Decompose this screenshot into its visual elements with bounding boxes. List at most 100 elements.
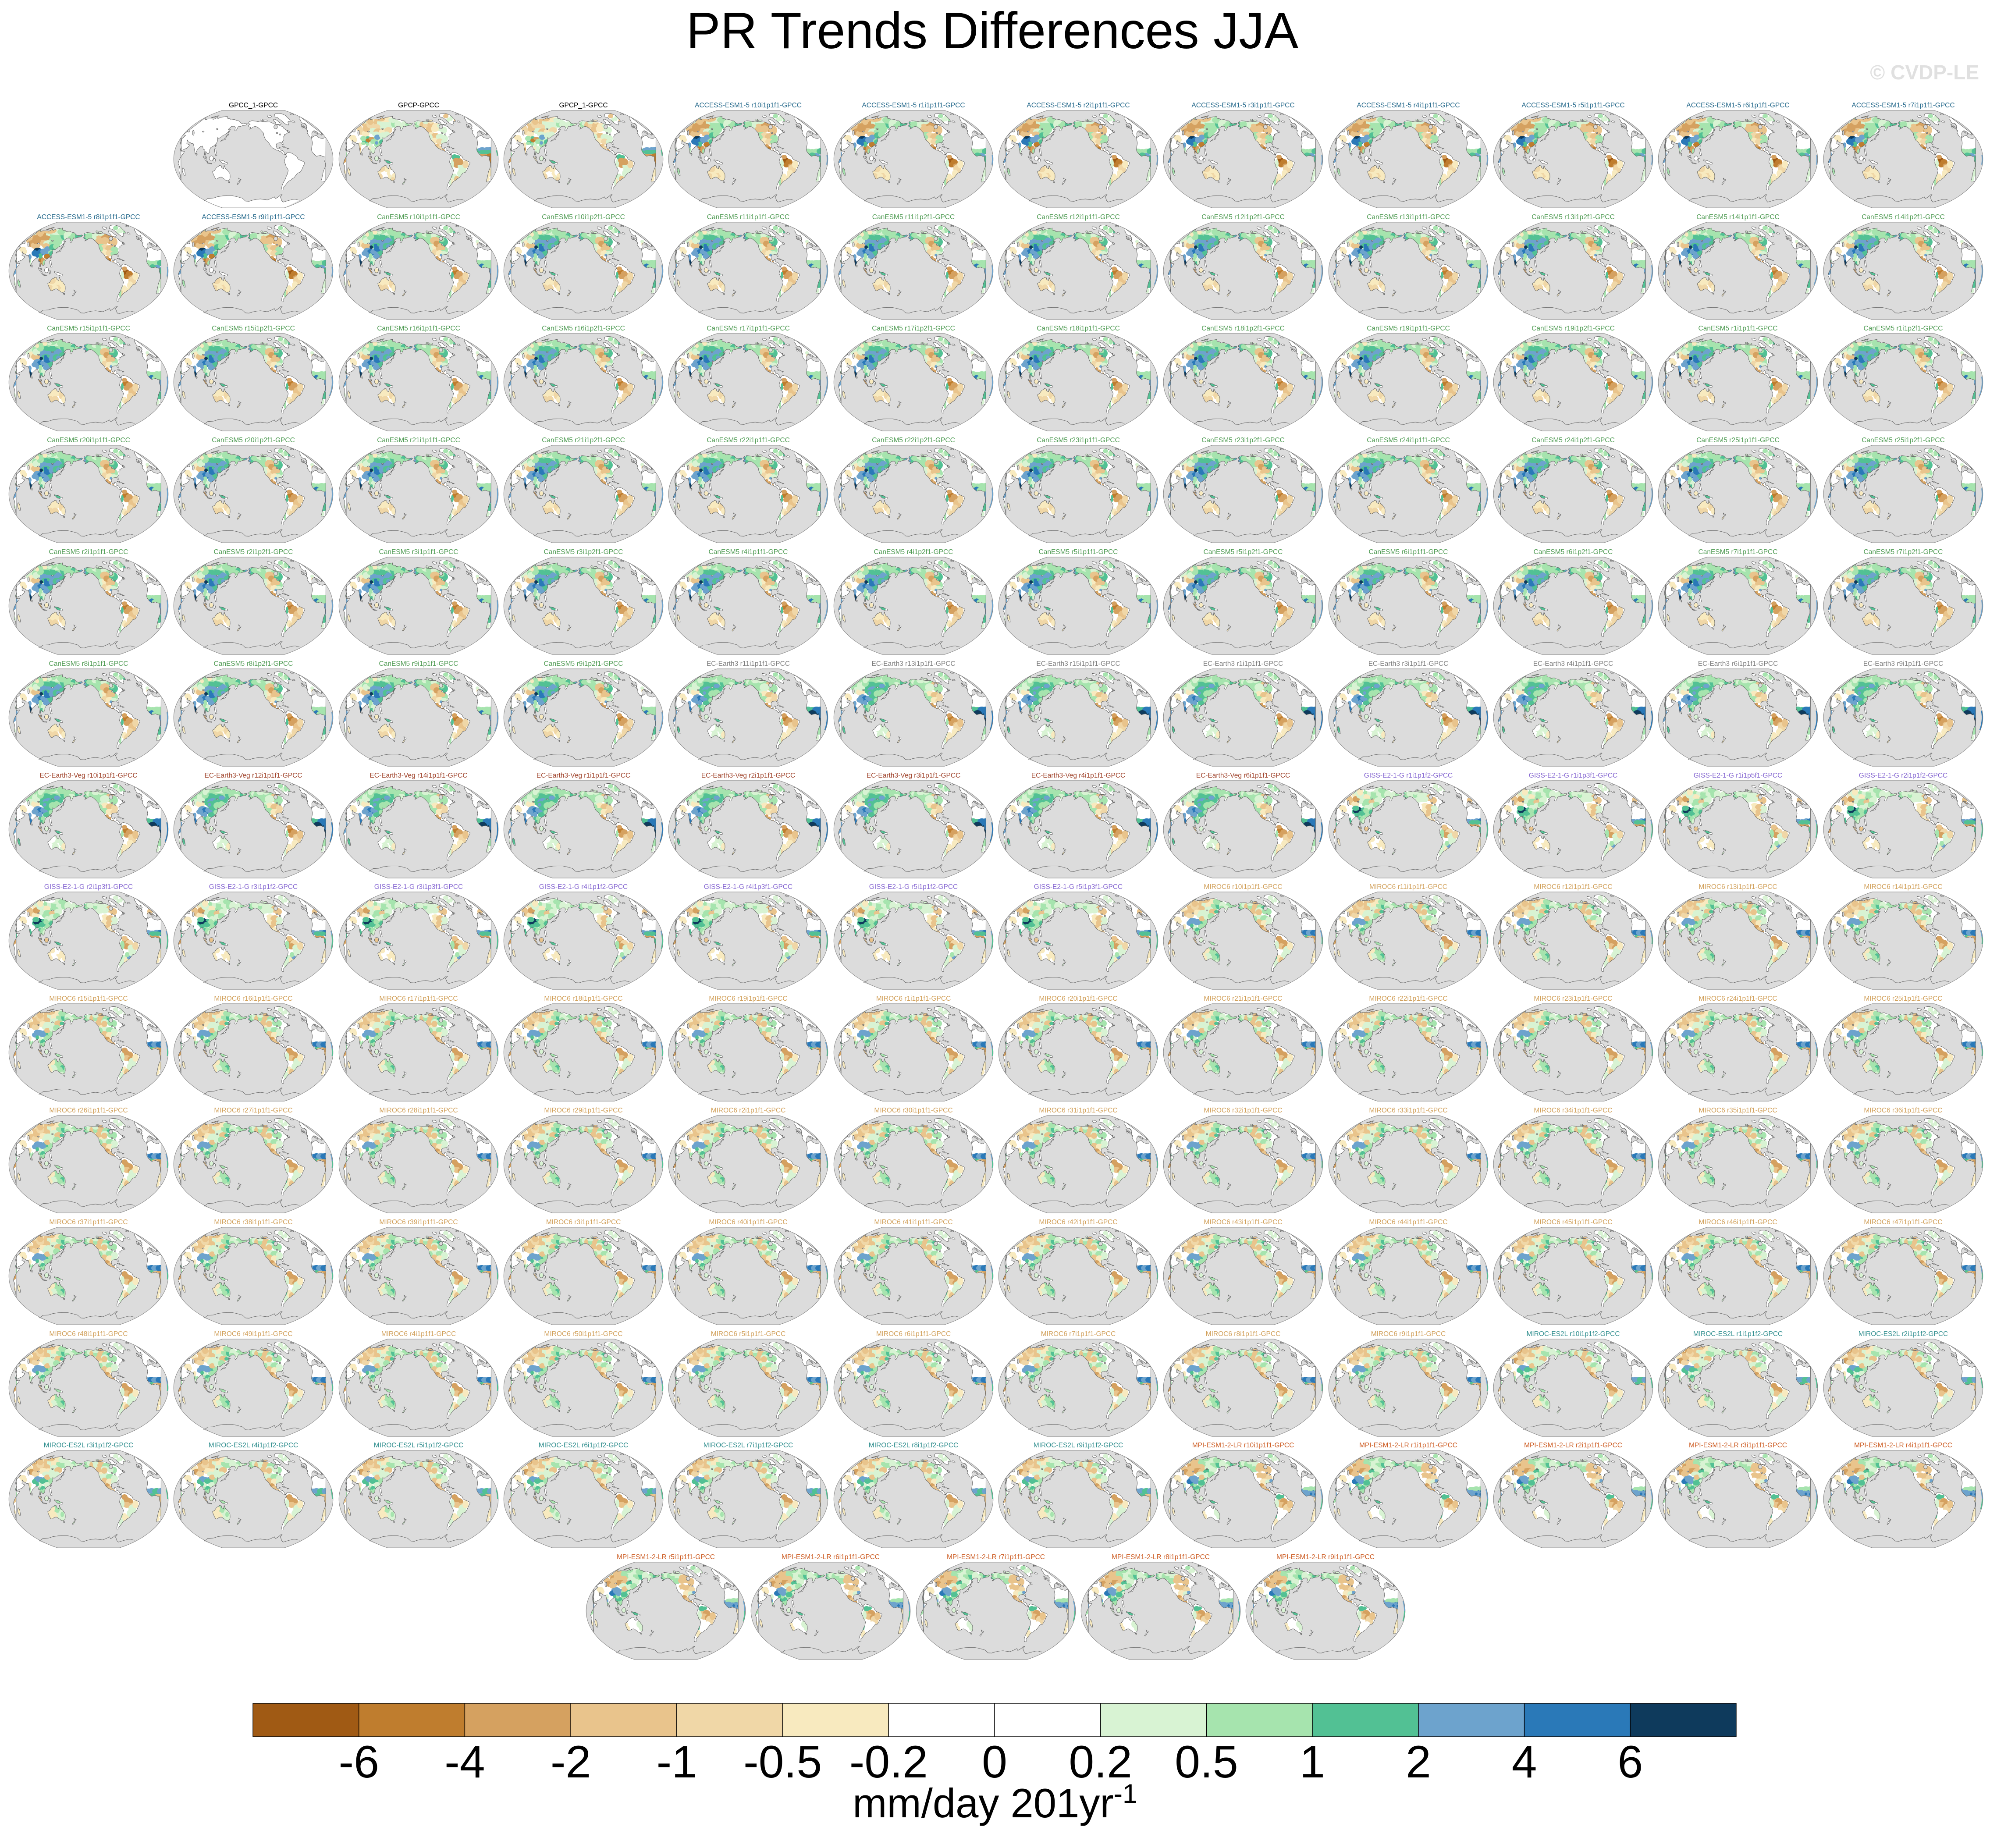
svg-text:MPI-ESM1-2-LR r10i1p1f1-GPCC: MPI-ESM1-2-LR r10i1p1f1-GPCC (1192, 1442, 1294, 1449)
svg-text:MIROC-ES2L r4i1p1f2-GPCC: MIROC-ES2L r4i1p1f2-GPCC (209, 1442, 298, 1449)
svg-text:MIROC-ES2L r9i1p1f2-GPCC: MIROC-ES2L r9i1p1f2-GPCC (1034, 1442, 1123, 1449)
svg-text:CanESM5 r22i1p2f1-GPCC: CanESM5 r22i1p2f1-GPCC (872, 437, 955, 444)
svg-text:CanESM5 r7i1p1f1-GPCC: CanESM5 r7i1p1f1-GPCC (1699, 548, 1778, 556)
svg-text:GISS-E2-1-G r5i1p1f2-GPCC: GISS-E2-1-G r5i1p1f2-GPCC (869, 883, 958, 891)
svg-text:MIROC6 r31i1p1f1-GPCC: MIROC6 r31i1p1f1-GPCC (1039, 1107, 1117, 1114)
svg-text:EC-Earth3 r15i1p1f1-GPCC: EC-Earth3 r15i1p1f1-GPCC (1036, 660, 1120, 668)
svg-text:CanESM5 r23i1p2f1-GPCC: CanESM5 r23i1p2f1-GPCC (1201, 437, 1285, 444)
svg-text:CanESM5 r21i1p2f1-GPCC: CanESM5 r21i1p2f1-GPCC (542, 437, 625, 444)
svg-text:MIROC6 r35i1p1f1-GPCC: MIROC6 r35i1p1f1-GPCC (1699, 1107, 1777, 1114)
svg-text:MPI-ESM1-2-LR r8i1p1f1-GPCC: MPI-ESM1-2-LR r8i1p1f1-GPCC (1112, 1553, 1210, 1561)
svg-text:CanESM5 r25i1p1f1-GPCC: CanESM5 r25i1p1f1-GPCC (1696, 437, 1780, 444)
svg-text:MPI-ESM1-2-LR r1i1p1f1-GPCC: MPI-ESM1-2-LR r1i1p1f1-GPCC (1359, 1442, 1457, 1449)
svg-text:CanESM5 r11i1p2f1-GPCC: CanESM5 r11i1p2f1-GPCC (872, 213, 955, 221)
svg-text:GISS-E2-1-G r2i1p3f1-GPCC: GISS-E2-1-G r2i1p3f1-GPCC (44, 883, 133, 891)
svg-text:CanESM5 r19i1p1f1-GPCC: CanESM5 r19i1p1f1-GPCC (1367, 325, 1450, 332)
svg-text:CanESM5 r16i1p2f1-GPCC: CanESM5 r16i1p2f1-GPCC (542, 325, 625, 332)
svg-text:MIROC6 r20i1p1f1-GPCC: MIROC6 r20i1p1f1-GPCC (1039, 995, 1117, 1002)
svg-text:MIROC6 r14i1p1f1-GPCC: MIROC6 r14i1p1f1-GPCC (1864, 883, 1942, 891)
svg-text:CanESM5 r13i1p1f1-GPCC: CanESM5 r13i1p1f1-GPCC (1367, 213, 1450, 221)
svg-text:MIROC6 r33i1p1f1-GPCC: MIROC6 r33i1p1f1-GPCC (1369, 1107, 1447, 1114)
svg-text:CanESM5 r2i1p1f1-GPCC: CanESM5 r2i1p1f1-GPCC (49, 548, 128, 556)
svg-text:MIROC-ES2L r5i1p1f2-GPCC: MIROC-ES2L r5i1p1f2-GPCC (374, 1442, 463, 1449)
svg-text:MIROC6 r25i1p1f1-GPCC: MIROC6 r25i1p1f1-GPCC (1864, 995, 1942, 1002)
svg-text:CanESM5 r10i1p1f1-GPCC: CanESM5 r10i1p1f1-GPCC (377, 213, 460, 221)
svg-text:ACCESS-ESM1-5 r7i1p1f1-GPCC: ACCESS-ESM1-5 r7i1p1f1-GPCC (1851, 102, 1954, 109)
svg-text:MIROC6 r30i1p1f1-GPCC: MIROC6 r30i1p1f1-GPCC (874, 1107, 952, 1114)
svg-text:ACCESS-ESM1-5 r1i1p1f1-GPCC: ACCESS-ESM1-5 r1i1p1f1-GPCC (862, 102, 965, 109)
svg-text:MIROC6 r3i1p1f1-GPCC: MIROC6 r3i1p1f1-GPCC (546, 1219, 621, 1226)
svg-text:EC-Earth3-Veg r2i1p1f1-GPCC: EC-Earth3-Veg r2i1p1f1-GPCC (701, 772, 796, 779)
svg-text:EC-Earth3-Veg r6i1p1f1-GPCC: EC-Earth3-Veg r6i1p1f1-GPCC (1196, 772, 1290, 779)
svg-text:MIROC-ES2L r8i1p1f2-GPCC: MIROC-ES2L r8i1p1f2-GPCC (869, 1442, 958, 1449)
svg-text:EC-Earth3 r6i1p1f1-GPCC: EC-Earth3 r6i1p1f1-GPCC (1698, 660, 1778, 668)
svg-text:MIROC6 r42i1p1f1-GPCC: MIROC6 r42i1p1f1-GPCC (1039, 1219, 1117, 1226)
svg-text:CanESM5 r15i1p1f1-GPCC: CanESM5 r15i1p1f1-GPCC (47, 325, 130, 332)
svg-text:MIROC6 r1i1p1f1-GPCC: MIROC6 r1i1p1f1-GPCC (876, 995, 951, 1002)
svg-text:CanESM5 r12i1p1f1-GPCC: CanESM5 r12i1p1f1-GPCC (1037, 213, 1120, 221)
svg-text:GISS-E2-1-G r5i1p3f1-GPCC: GISS-E2-1-G r5i1p3f1-GPCC (1034, 883, 1123, 891)
svg-text:ACCESS-ESM1-5 r2i1p1f1-GPCC: ACCESS-ESM1-5 r2i1p1f1-GPCC (1027, 102, 1130, 109)
svg-text:MIROC6 r24i1p1f1-GPCC: MIROC6 r24i1p1f1-GPCC (1699, 995, 1777, 1002)
svg-text:0: 0 (982, 1737, 1007, 1788)
svg-text:MIROC6 r9i1p1f1-GPCC: MIROC6 r9i1p1f1-GPCC (1371, 1330, 1446, 1338)
svg-text:EC-Earth3-Veg r4i1p1f1-GPCC: EC-Earth3-Veg r4i1p1f1-GPCC (1031, 772, 1126, 779)
svg-text:MIROC6 r26i1p1f1-GPCC: MIROC6 r26i1p1f1-GPCC (49, 1107, 128, 1114)
svg-text:MIROC-ES2L r3i1p1f2-GPCC: MIROC-ES2L r3i1p1f2-GPCC (44, 1442, 133, 1449)
svg-text:GISS-E2-1-G r4i1p3f1-GPCC: GISS-E2-1-G r4i1p3f1-GPCC (704, 883, 792, 891)
svg-text:CanESM5 r3i1p1f1-GPCC: CanESM5 r3i1p1f1-GPCC (379, 548, 458, 556)
svg-text:-6: -6 (338, 1737, 379, 1788)
svg-text:MIROC6 r18i1p1f1-GPCC: MIROC6 r18i1p1f1-GPCC (544, 995, 622, 1002)
svg-text:CanESM5 r9i1p1f1-GPCC: CanESM5 r9i1p1f1-GPCC (379, 660, 458, 668)
svg-text:CanESM5 r20i1p2f1-GPCC: CanESM5 r20i1p2f1-GPCC (212, 437, 295, 444)
svg-text:MIROC-ES2L r1i1p1f2-GPCC: MIROC-ES2L r1i1p1f2-GPCC (1693, 1330, 1783, 1338)
svg-text:MIROC6 r50i1p1f1-GPCC: MIROC6 r50i1p1f1-GPCC (544, 1330, 622, 1338)
svg-text:CanESM5 r14i1p1f1-GPCC: CanESM5 r14i1p1f1-GPCC (1696, 213, 1780, 221)
svg-text:CanESM5 r2i1p2f1-GPCC: CanESM5 r2i1p2f1-GPCC (214, 548, 293, 556)
svg-text:ACCESS-ESM1-5 r4i1p1f1-GPCC: ACCESS-ESM1-5 r4i1p1f1-GPCC (1357, 102, 1460, 109)
svg-text:ACCESS-ESM1-5 r9i1p1f1-GPCC: ACCESS-ESM1-5 r9i1p1f1-GPCC (202, 213, 305, 221)
svg-text:MIROC6 r6i1p1f1-GPCC: MIROC6 r6i1p1f1-GPCC (876, 1330, 951, 1338)
svg-text:PR Trends Differences JJA: PR Trends Differences JJA (686, 2, 1299, 59)
svg-text:MIROC6 r43i1p1f1-GPCC: MIROC6 r43i1p1f1-GPCC (1204, 1219, 1282, 1226)
svg-text:MIROC6 r16i1p1f1-GPCC: MIROC6 r16i1p1f1-GPCC (214, 995, 292, 1002)
svg-text:MIROC6 r21i1p1f1-GPCC: MIROC6 r21i1p1f1-GPCC (1204, 995, 1282, 1002)
svg-text:EC-Earth3 r4i1p1f1-GPCC: EC-Earth3 r4i1p1f1-GPCC (1533, 660, 1613, 668)
svg-text:CanESM5 r18i1p1f1-GPCC: CanESM5 r18i1p1f1-GPCC (1037, 325, 1120, 332)
svg-text:EC-Earth3-Veg r12i1p1f1-GPCC: EC-Earth3-Veg r12i1p1f1-GPCC (204, 772, 302, 779)
svg-text:MPI-ESM1-2-LR r9i1p1f1-GPCC: MPI-ESM1-2-LR r9i1p1f1-GPCC (1276, 1553, 1375, 1561)
svg-text:CanESM5 r8i1p2f1-GPCC: CanESM5 r8i1p2f1-GPCC (214, 660, 293, 668)
svg-text:-0.5: -0.5 (743, 1737, 822, 1788)
svg-text:CanESM5 r4i1p1f1-GPCC: CanESM5 r4i1p1f1-GPCC (709, 548, 788, 556)
svg-text:MIROC6 r19i1p1f1-GPCC: MIROC6 r19i1p1f1-GPCC (709, 995, 787, 1002)
svg-text:GISS-E2-1-G r1i1p5f1-GPCC: GISS-E2-1-G r1i1p5f1-GPCC (1694, 772, 1782, 779)
svg-text:MIROC6 r36i1p1f1-GPCC: MIROC6 r36i1p1f1-GPCC (1864, 1107, 1942, 1114)
svg-text:MIROC6 r32i1p1f1-GPCC: MIROC6 r32i1p1f1-GPCC (1204, 1107, 1282, 1114)
svg-text:© CVDP-LE: © CVDP-LE (1870, 61, 1979, 84)
svg-text:MIROC6 r22i1p1f1-GPCC: MIROC6 r22i1p1f1-GPCC (1369, 995, 1447, 1002)
svg-text:MIROC6 r29i1p1f1-GPCC: MIROC6 r29i1p1f1-GPCC (544, 1107, 622, 1114)
svg-text:CanESM5 r18i1p2f1-GPCC: CanESM5 r18i1p2f1-GPCC (1201, 325, 1285, 332)
svg-text:GPCP_1-GPCC: GPCP_1-GPCC (559, 102, 608, 109)
svg-text:MIROC6 r17i1p1f1-GPCC: MIROC6 r17i1p1f1-GPCC (379, 995, 458, 1002)
svg-text:-4: -4 (444, 1737, 485, 1788)
svg-text:MIROC6 r13i1p1f1-GPCC: MIROC6 r13i1p1f1-GPCC (1699, 883, 1777, 891)
svg-text:MIROC6 r8i1p1f1-GPCC: MIROC6 r8i1p1f1-GPCC (1206, 1330, 1281, 1338)
svg-text:CanESM5 r4i1p2f1-GPCC: CanESM5 r4i1p2f1-GPCC (874, 548, 953, 556)
svg-text:EC-Earth3-Veg r3i1p1f1-GPCC: EC-Earth3-Veg r3i1p1f1-GPCC (867, 772, 961, 779)
svg-text:CanESM5 r6i1p1f1-GPCC: CanESM5 r6i1p1f1-GPCC (1369, 548, 1448, 556)
svg-text:GISS-E2-1-G r1i1p1f2-GPCC: GISS-E2-1-G r1i1p1f2-GPCC (1364, 772, 1453, 779)
svg-text:EC-Earth3 r3i1p1f1-GPCC: EC-Earth3 r3i1p1f1-GPCC (1368, 660, 1449, 668)
svg-text:GPCC_1-GPCC: GPCC_1-GPCC (229, 102, 278, 109)
svg-text:MIROC6 r40i1p1f1-GPCC: MIROC6 r40i1p1f1-GPCC (709, 1219, 787, 1226)
svg-text:ACCESS-ESM1-5 r8i1p1f1-GPCC: ACCESS-ESM1-5 r8i1p1f1-GPCC (37, 213, 140, 221)
svg-text:MIROC6 r27i1p1f1-GPCC: MIROC6 r27i1p1f1-GPCC (214, 1107, 292, 1114)
svg-text:MIROC6 r39i1p1f1-GPCC: MIROC6 r39i1p1f1-GPCC (379, 1219, 458, 1226)
svg-text:6: 6 (1617, 1737, 1643, 1788)
svg-text:CanESM5 r8i1p1f1-GPCC: CanESM5 r8i1p1f1-GPCC (49, 660, 128, 668)
svg-text:GPCP-GPCC: GPCP-GPCC (398, 102, 439, 109)
svg-text:MIROC6 r12i1p1f1-GPCC: MIROC6 r12i1p1f1-GPCC (1534, 883, 1612, 891)
svg-text:MIROC-ES2L r10i1p1f2-GPCC: MIROC-ES2L r10i1p1f2-GPCC (1526, 1330, 1620, 1338)
svg-text:EC-Earth3-Veg r14i1p1f1-GPCC: EC-Earth3-Veg r14i1p1f1-GPCC (370, 772, 467, 779)
svg-text:MIROC6 r49i1p1f1-GPCC: MIROC6 r49i1p1f1-GPCC (214, 1330, 292, 1338)
